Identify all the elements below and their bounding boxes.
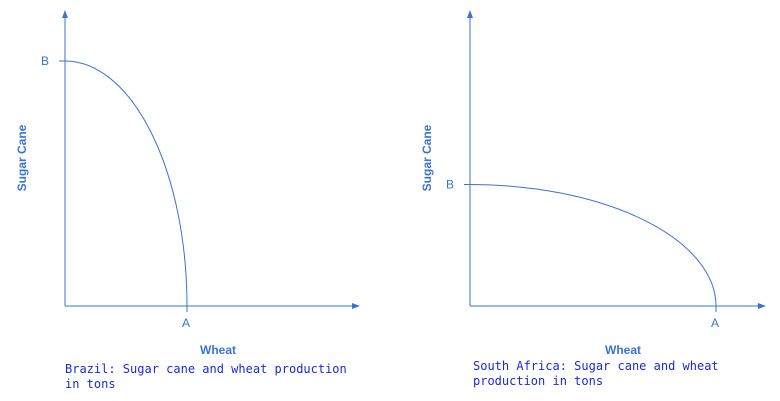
south-africa-x-axis-title: Wheat	[605, 343, 641, 357]
south-africa-point-label-b: B	[446, 178, 454, 192]
south-africa-y-axis-arrow-icon	[467, 10, 473, 18]
brazil-y-axis-title: Sugar Cane	[15, 124, 29, 191]
brazil-point-label-a: A	[182, 316, 190, 330]
brazil-point-label-b: B	[41, 54, 49, 68]
brazil-x-axis-title: Wheat	[200, 343, 236, 357]
brazil-ppf-curve	[64, 60, 188, 307]
brazil-x-axis-arrow-icon	[352, 303, 360, 309]
south-africa-point-label-a: A	[711, 316, 719, 330]
south-africa-y-axis-title: Sugar Cane	[420, 124, 434, 191]
brazil-y-axis-arrow-icon	[62, 10, 68, 18]
south-africa-x-axis-arrow-icon	[758, 303, 766, 309]
chart-caption-brazil: Brazil: Sugar cane and wheat production …	[65, 362, 354, 391]
chart-caption-south-africa: South Africa: Sugar cane and wheat produ…	[473, 359, 726, 388]
south-africa-ppf-curve	[469, 184, 717, 307]
